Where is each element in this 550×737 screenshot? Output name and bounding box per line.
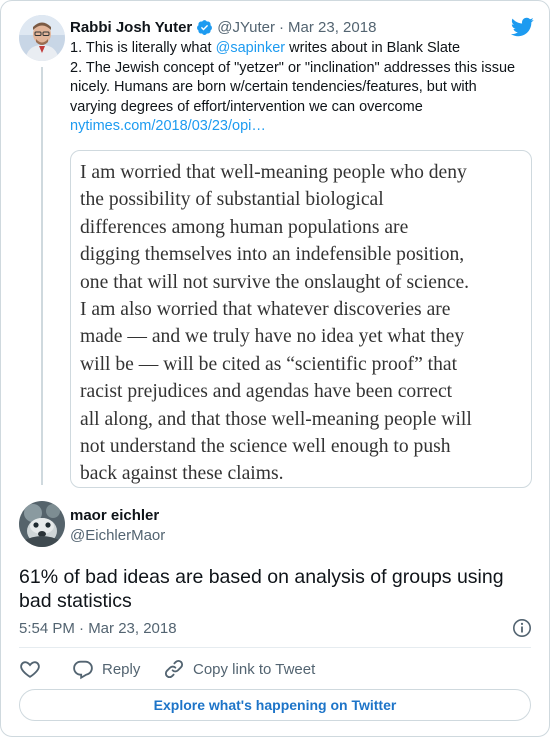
quoted-tweet-line-3: nicely. Humans are born w/certain tenden…: [70, 79, 477, 95]
nytimes-article-link[interactable]: nytimes.com/2018/03/23/opi…: [70, 118, 266, 134]
copy-link-label: Copy link to Tweet: [193, 660, 316, 678]
reply-label: Reply: [102, 660, 141, 678]
header-separator: ·: [279, 18, 285, 36]
tweet-timestamp[interactable]: 5:54 PM · Mar 23, 2018: [19, 620, 177, 637]
quoted-tweet-header: Rabbi Josh Yuter @JYuter · Mar 23, 2018: [70, 17, 376, 37]
link-icon: [163, 658, 185, 680]
maor-handle[interactable]: @EichlerMaor: [70, 527, 166, 544]
rabbi-display-name[interactable]: Rabbi Josh Yuter: [70, 18, 193, 36]
quote-line: racist prejudices and agendas have been …: [80, 381, 453, 403]
quoted-tweet-text: 1. This is literally what @sapinker writ…: [70, 39, 536, 137]
maor-display-name[interactable]: maor eichler: [70, 507, 160, 524]
explore-twitter-button[interactable]: Explore what's happening on Twitter: [19, 689, 531, 721]
rabbi-avatar[interactable]: [19, 15, 65, 61]
sapinker-mention-link[interactable]: @sapinker: [215, 40, 286, 56]
quote-line: the possibility of substantial biologica…: [80, 189, 384, 211]
copy-link-button[interactable]: Copy link to Tweet: [163, 658, 315, 680]
twitter-bird-icon[interactable]: [510, 15, 534, 39]
quote-image-card[interactable]: I am worried that well-meaning people wh…: [70, 150, 532, 488]
quoted-tweet-line-4: varying degrees of effort/intervention w…: [70, 98, 423, 115]
heart-icon: [19, 661, 41, 684]
thread-connector: [41, 67, 43, 485]
main-tweet-text: 61% of bad ideas are based on analysis o…: [19, 565, 531, 613]
quote-line: will be — will be cited as “scientific p…: [80, 353, 458, 375]
quoted-tweet-line-2: 2. The Jewish concept of "yetzer" or "in…: [70, 59, 516, 76]
quoted-tweet-line-1: 1. This is literally what @sapinker writ…: [70, 39, 536, 59]
verified-badge-icon: [196, 19, 213, 36]
quote-line: all along, and that those well-meaning p…: [80, 408, 472, 430]
quoted-tweet-date[interactable]: Mar 23, 2018: [288, 18, 377, 36]
actions-divider: [19, 647, 531, 648]
rabbi-handle[interactable]: @JYuter: [217, 18, 276, 36]
main-tweet-line-1: 61% of bad ideas are based on analysis o…: [19, 566, 504, 588]
reply-button[interactable]: Reply: [72, 658, 140, 680]
quote-line: differences among human populations are: [80, 216, 409, 238]
line1-suffix: writes about in Blank Slate: [285, 40, 461, 56]
reply-icon: [72, 658, 94, 680]
maor-avatar[interactable]: [19, 501, 65, 547]
like-button[interactable]: [19, 658, 43, 680]
quote-line: not understand the science well enough t…: [80, 436, 451, 458]
main-tweet-line-2: bad statistics: [19, 590, 132, 612]
line1-prefix: 1. This is literally what: [70, 40, 216, 56]
quote-line: I am also worried that whatever discover…: [80, 299, 451, 321]
info-icon[interactable]: [512, 618, 532, 638]
quote-line: one that will not survive the onslaught …: [80, 271, 470, 293]
quote-line: I am worried that well-meaning people wh…: [80, 162, 467, 183]
quote-line: back against these claims.: [80, 463, 284, 485]
quote-line: made — and we truly have no idea yet wha…: [80, 326, 465, 348]
quote-line: digging themselves into an indefensible …: [80, 244, 465, 266]
